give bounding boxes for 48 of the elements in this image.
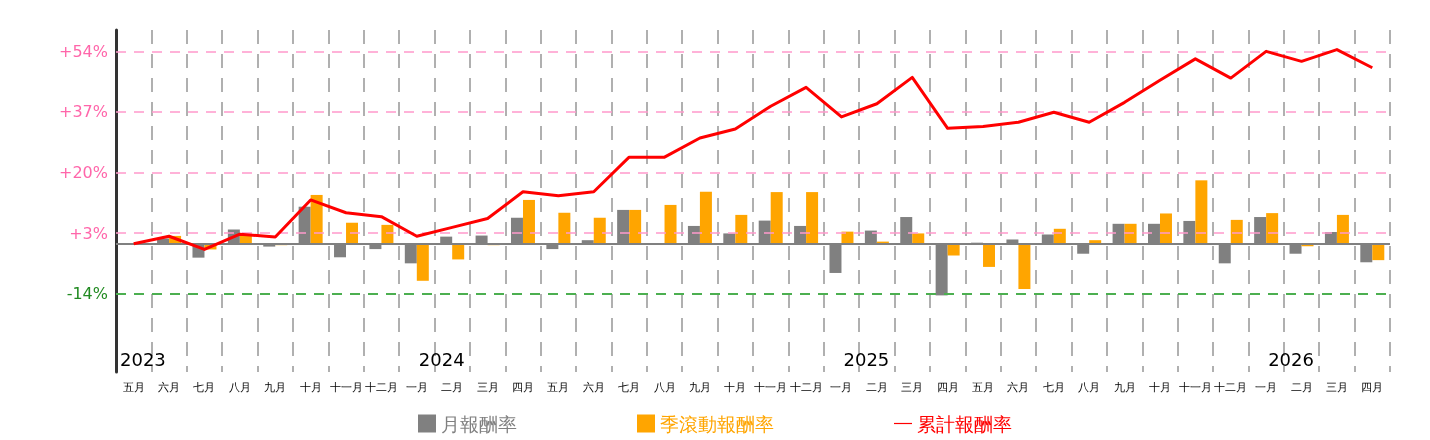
annotation: 2025 [843, 348, 890, 370]
x-tick-label: 四月 [936, 381, 959, 394]
x-tick-label: 十月 [724, 381, 747, 394]
legend-label: 月報酬率 [441, 412, 517, 435]
x-tick-label: 二月 [865, 381, 888, 394]
x-tick-label: 一月 [830, 381, 853, 394]
annotation: 2023 [120, 348, 166, 370]
x-tick-label: 十一月 [1178, 381, 1212, 394]
x-tick-label: 六月 [1007, 381, 1030, 394]
y-tick-label: +20% [59, 163, 108, 182]
x-tick-label: 七月 [1042, 381, 1065, 394]
x-tick-label: 十月 [299, 381, 322, 394]
x-tick-label: 十月 [1148, 381, 1171, 394]
x-tick-label: 十一月 [754, 381, 788, 394]
annotation: 2024 [418, 348, 465, 370]
y-tick-label: +54% [59, 41, 108, 61]
x-tick-label: 一月 [405, 381, 428, 394]
y-tick-label: +3% [69, 223, 108, 243]
x-tick-label: 三月 [901, 381, 924, 394]
x-tick-label: 八月 [653, 381, 676, 394]
x-tick-label: 五月 [972, 381, 995, 394]
x-tick-label: 十一月 [329, 381, 363, 394]
x-tick-label: 一月 [1255, 381, 1278, 394]
y-tick-label: -14% [66, 284, 108, 304]
x-tick-label: 三月 [1325, 381, 1348, 394]
legend-label: 季滾動報酬率 [660, 412, 774, 435]
x-tick-label: 九月 [264, 381, 287, 394]
x-tick-label: 十二月 [1214, 381, 1248, 394]
x-tick-label: 十二月 [789, 381, 823, 394]
annotation: 2026 [1268, 348, 1314, 370]
x-tick-label: 二月 [441, 381, 464, 394]
y-tick-label: +37% [59, 102, 108, 122]
x-tick-label: 九月 [688, 381, 711, 394]
x-tick-label: 四月 [1361, 381, 1384, 394]
x-tick-label: 九月 [1113, 381, 1136, 394]
legend-label: 累計報酬率 [917, 412, 1012, 435]
x-tick-label: 五月 [547, 381, 570, 394]
x-tick-label: 七月 [618, 381, 641, 394]
x-tick-label: 八月 [1078, 381, 1101, 394]
x-tick-label: 八月 [228, 381, 251, 394]
x-tick-label: 二月 [1290, 381, 1313, 394]
x-tick-label: 三月 [476, 381, 499, 394]
x-tick-label: 七月 [193, 381, 216, 394]
x-tick-label: 五月 [122, 381, 145, 394]
x-tick-label: 六月 [158, 381, 181, 394]
x-tick-label: 四月 [511, 381, 534, 394]
x-tick-label: 十二月 [364, 381, 398, 394]
x-tick-label: 六月 [582, 381, 605, 394]
